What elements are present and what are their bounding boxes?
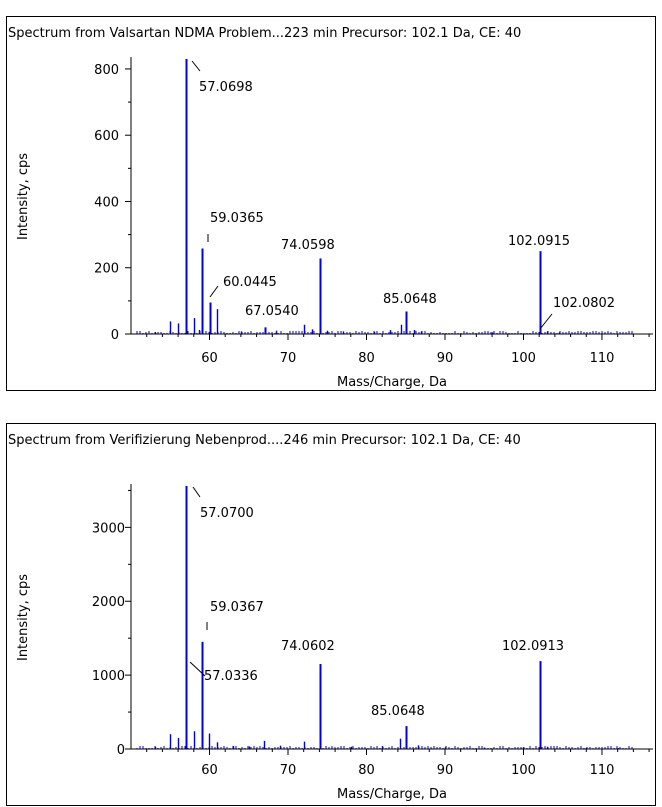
spectrum-panel-1: Spectrum from Valsartan NDMA Problem...2… bbox=[6, 16, 656, 391]
peak-label: 74.0598 bbox=[281, 238, 335, 253]
peak-label-leader bbox=[192, 486, 201, 498]
peak-label: 59.0365 bbox=[210, 211, 264, 226]
chart-title: Spectrum from Valsartan NDMA Problem...2… bbox=[8, 26, 522, 41]
peak-label: 74.0602 bbox=[281, 639, 335, 654]
x-tick-label: 100 bbox=[511, 351, 536, 366]
y-tick-label: 1000 bbox=[92, 669, 125, 684]
x-tick-label: 60 bbox=[201, 351, 218, 366]
y-tick-label: 3000 bbox=[92, 521, 125, 536]
x-tick-label: 110 bbox=[590, 351, 615, 366]
y-axis-title: Intensity, cps bbox=[16, 153, 31, 240]
y-tick-label: 0 bbox=[111, 328, 119, 343]
peak-label-leader bbox=[209, 285, 219, 298]
y-tick-label: 400 bbox=[94, 195, 119, 210]
x-tick-label: 60 bbox=[201, 763, 218, 778]
peak-label-leader bbox=[191, 60, 201, 72]
peak-label: 57.0336 bbox=[204, 669, 258, 684]
y-axis-title: Intensity, cps bbox=[16, 574, 31, 661]
x-tick-label: 70 bbox=[280, 763, 297, 778]
peak-label: 59.0367 bbox=[210, 600, 264, 615]
x-tick-label: 90 bbox=[437, 351, 454, 366]
peak-label: 85.0648 bbox=[383, 292, 437, 307]
x-tick-label: 110 bbox=[590, 763, 615, 778]
y-tick-label: 200 bbox=[94, 262, 119, 277]
peak-label: 57.0700 bbox=[200, 506, 254, 521]
peak-label: 102.0915 bbox=[508, 234, 570, 249]
peak-label: 102.0802 bbox=[553, 296, 615, 311]
spectrum-chart-2: 0 1000 2000 3000 60 70 80 90 100 110 Mass/Charge, … bbox=[16, 484, 653, 802]
spectrum-chart-1: 0 200 400 600 800 60 70 80 90 100 110 Mass/Charge, … bbox=[16, 57, 653, 390]
x-axis-title: Mass/Charge, Da bbox=[337, 787, 447, 802]
spectrum-panel-2: Spectrum from Verifizierung Nebenprod...… bbox=[6, 423, 656, 806]
x-tick-label: 80 bbox=[358, 763, 375, 778]
chart-title: Spectrum from Verifizierung Nebenprod...… bbox=[8, 433, 521, 448]
y-tick-label: 800 bbox=[94, 63, 119, 78]
peak-label: 60.0445 bbox=[223, 275, 277, 290]
x-tick-label: 90 bbox=[437, 763, 454, 778]
peak-label: 67.0540 bbox=[245, 304, 299, 319]
peak-label: 57.0698 bbox=[199, 80, 253, 95]
y-tick-label: 2000 bbox=[92, 595, 125, 610]
x-tick-label: 100 bbox=[511, 763, 536, 778]
x-tick-label: 80 bbox=[358, 351, 375, 366]
peak-label: 85.0648 bbox=[371, 704, 425, 719]
peak-label: 102.0913 bbox=[502, 639, 564, 654]
x-tick-label: 70 bbox=[280, 351, 297, 366]
peak-label-leader bbox=[189, 661, 206, 677]
y-tick-label: 600 bbox=[94, 129, 119, 144]
peak-label-leader bbox=[539, 313, 553, 330]
x-axis-title: Mass/Charge, Da bbox=[337, 375, 447, 390]
y-tick-label: 0 bbox=[117, 743, 125, 758]
